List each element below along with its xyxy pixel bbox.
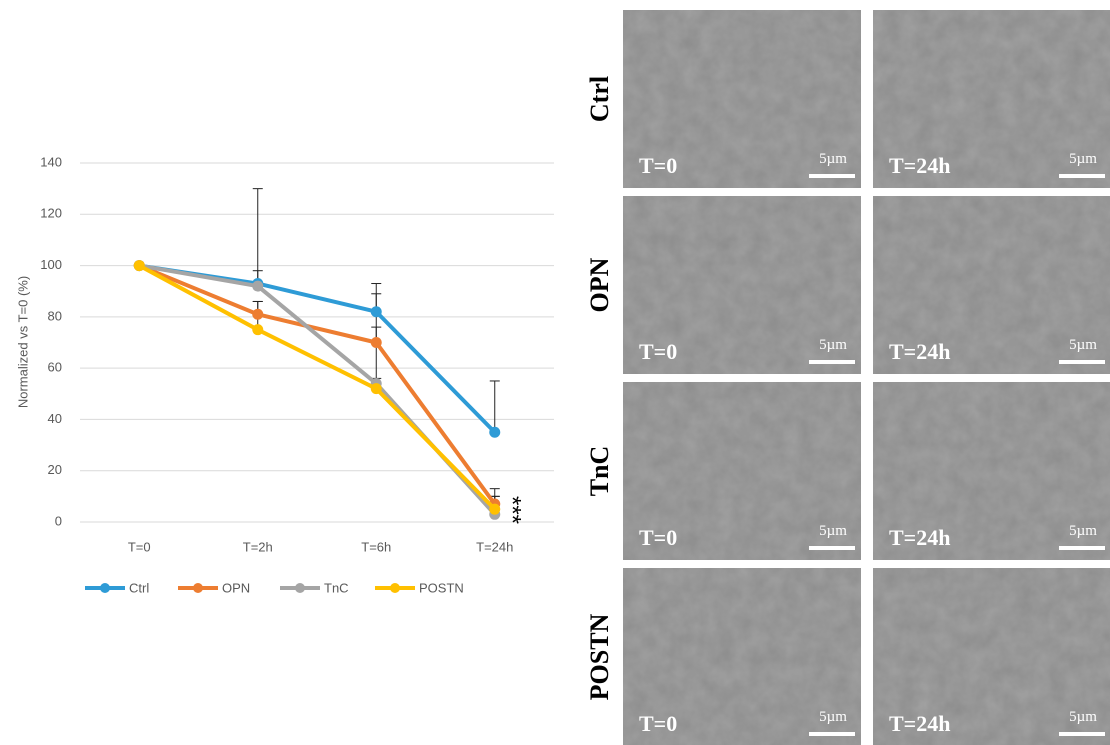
legend-label: OPN: [222, 580, 250, 595]
scale-bar: [1059, 732, 1105, 736]
x-tick-label: T=6h: [361, 539, 391, 554]
legend-marker: [390, 583, 400, 593]
scale-label: 5µm: [1069, 337, 1097, 353]
point: [133, 260, 145, 272]
legend-item: OPN: [178, 580, 250, 595]
time-label: T=24h: [889, 525, 950, 550]
scale-label: 5µm: [1069, 151, 1097, 167]
micrograph: T=24h 5µm: [873, 10, 1110, 188]
image-texture: [623, 382, 861, 560]
y-tick-label: 80: [48, 308, 62, 323]
y-tick-label: 20: [48, 462, 62, 477]
micrograph: T=24h 5µm: [873, 196, 1110, 374]
y-tick-label: 40: [48, 411, 62, 426]
time-label: T=24h: [889, 339, 950, 364]
micrograph: T=0 5µm: [623, 568, 861, 745]
y-tick-label: 120: [40, 206, 62, 221]
point: [252, 324, 264, 336]
series-line: [138, 263, 497, 516]
point: [370, 337, 382, 348]
point: [489, 426, 501, 438]
legend-marker: [193, 583, 203, 593]
micrograph: T=24h 5µm: [873, 568, 1110, 745]
image-texture: [873, 568, 1110, 745]
time-label: T=0: [639, 153, 677, 178]
point: [489, 503, 501, 515]
time-label: T=0: [639, 525, 677, 550]
row-label: Ctrl: [585, 76, 614, 122]
legend-label: Ctrl: [129, 580, 149, 595]
scale-label: 5µm: [819, 709, 847, 725]
legend-label: TnC: [324, 580, 349, 595]
legend-marker: [100, 583, 110, 593]
error-bar: [252, 188, 263, 284]
micrograph: T=0 5µm: [623, 196, 861, 374]
x-tick-label: T=2h: [243, 539, 273, 554]
y-tick-label: 60: [48, 360, 62, 375]
image-texture: [873, 382, 1110, 560]
scale-bar: [809, 546, 855, 550]
series-line: [138, 263, 497, 506]
scale-label: 5µm: [819, 337, 847, 353]
error-bar: [489, 380, 500, 433]
scale-label: 5µm: [1069, 523, 1097, 539]
scale-bar: [809, 732, 855, 736]
legend-item: POSTN: [375, 580, 464, 595]
image-texture: [873, 10, 1110, 188]
point: [252, 280, 264, 292]
time-label: T=24h: [889, 711, 950, 736]
time-label: T=0: [639, 339, 677, 364]
y-axis-label: Normalized vs T=0 (%): [15, 276, 30, 408]
y-tick-label: 100: [40, 257, 62, 272]
x-tick-label: T=24h: [476, 539, 513, 554]
scale-bar: [1059, 360, 1105, 364]
micrograph: T=24h 5µm: [873, 382, 1110, 560]
x-tick-label: T=0: [128, 539, 151, 554]
series-line: [138, 263, 497, 511]
point: [370, 306, 382, 318]
annotation: ***: [498, 496, 525, 524]
scale-bar: [809, 174, 855, 178]
scale-bar: [1059, 546, 1105, 550]
legend-item: TnC: [280, 580, 349, 595]
row-label: POSTN: [585, 613, 614, 700]
legend-marker: [295, 583, 305, 593]
scale-bar: [1059, 174, 1105, 178]
point: [252, 308, 264, 320]
image-texture: [623, 568, 861, 745]
series-line: [138, 263, 497, 434]
point: [370, 383, 382, 395]
micrograph: T=0 5µm: [623, 382, 861, 560]
scale-bar: [809, 360, 855, 364]
scale-label: 5µm: [1069, 709, 1097, 725]
scale-label: 5µm: [819, 151, 847, 167]
time-label: T=24h: [889, 153, 950, 178]
y-tick-label: 0: [55, 513, 62, 528]
scale-label: 5µm: [819, 523, 847, 539]
time-label: T=0: [639, 711, 677, 736]
image-texture: [623, 10, 861, 188]
image-texture: [873, 196, 1110, 374]
image-texture: [623, 196, 861, 374]
error-bar: [371, 326, 382, 384]
row-label: OPN: [585, 257, 614, 312]
legend-item: Ctrl: [85, 580, 149, 595]
legend-label: POSTN: [419, 580, 464, 595]
micrograph: T=0 5µm: [623, 10, 861, 188]
y-tick-label: 140: [40, 154, 62, 169]
row-label: TnC: [585, 446, 614, 497]
